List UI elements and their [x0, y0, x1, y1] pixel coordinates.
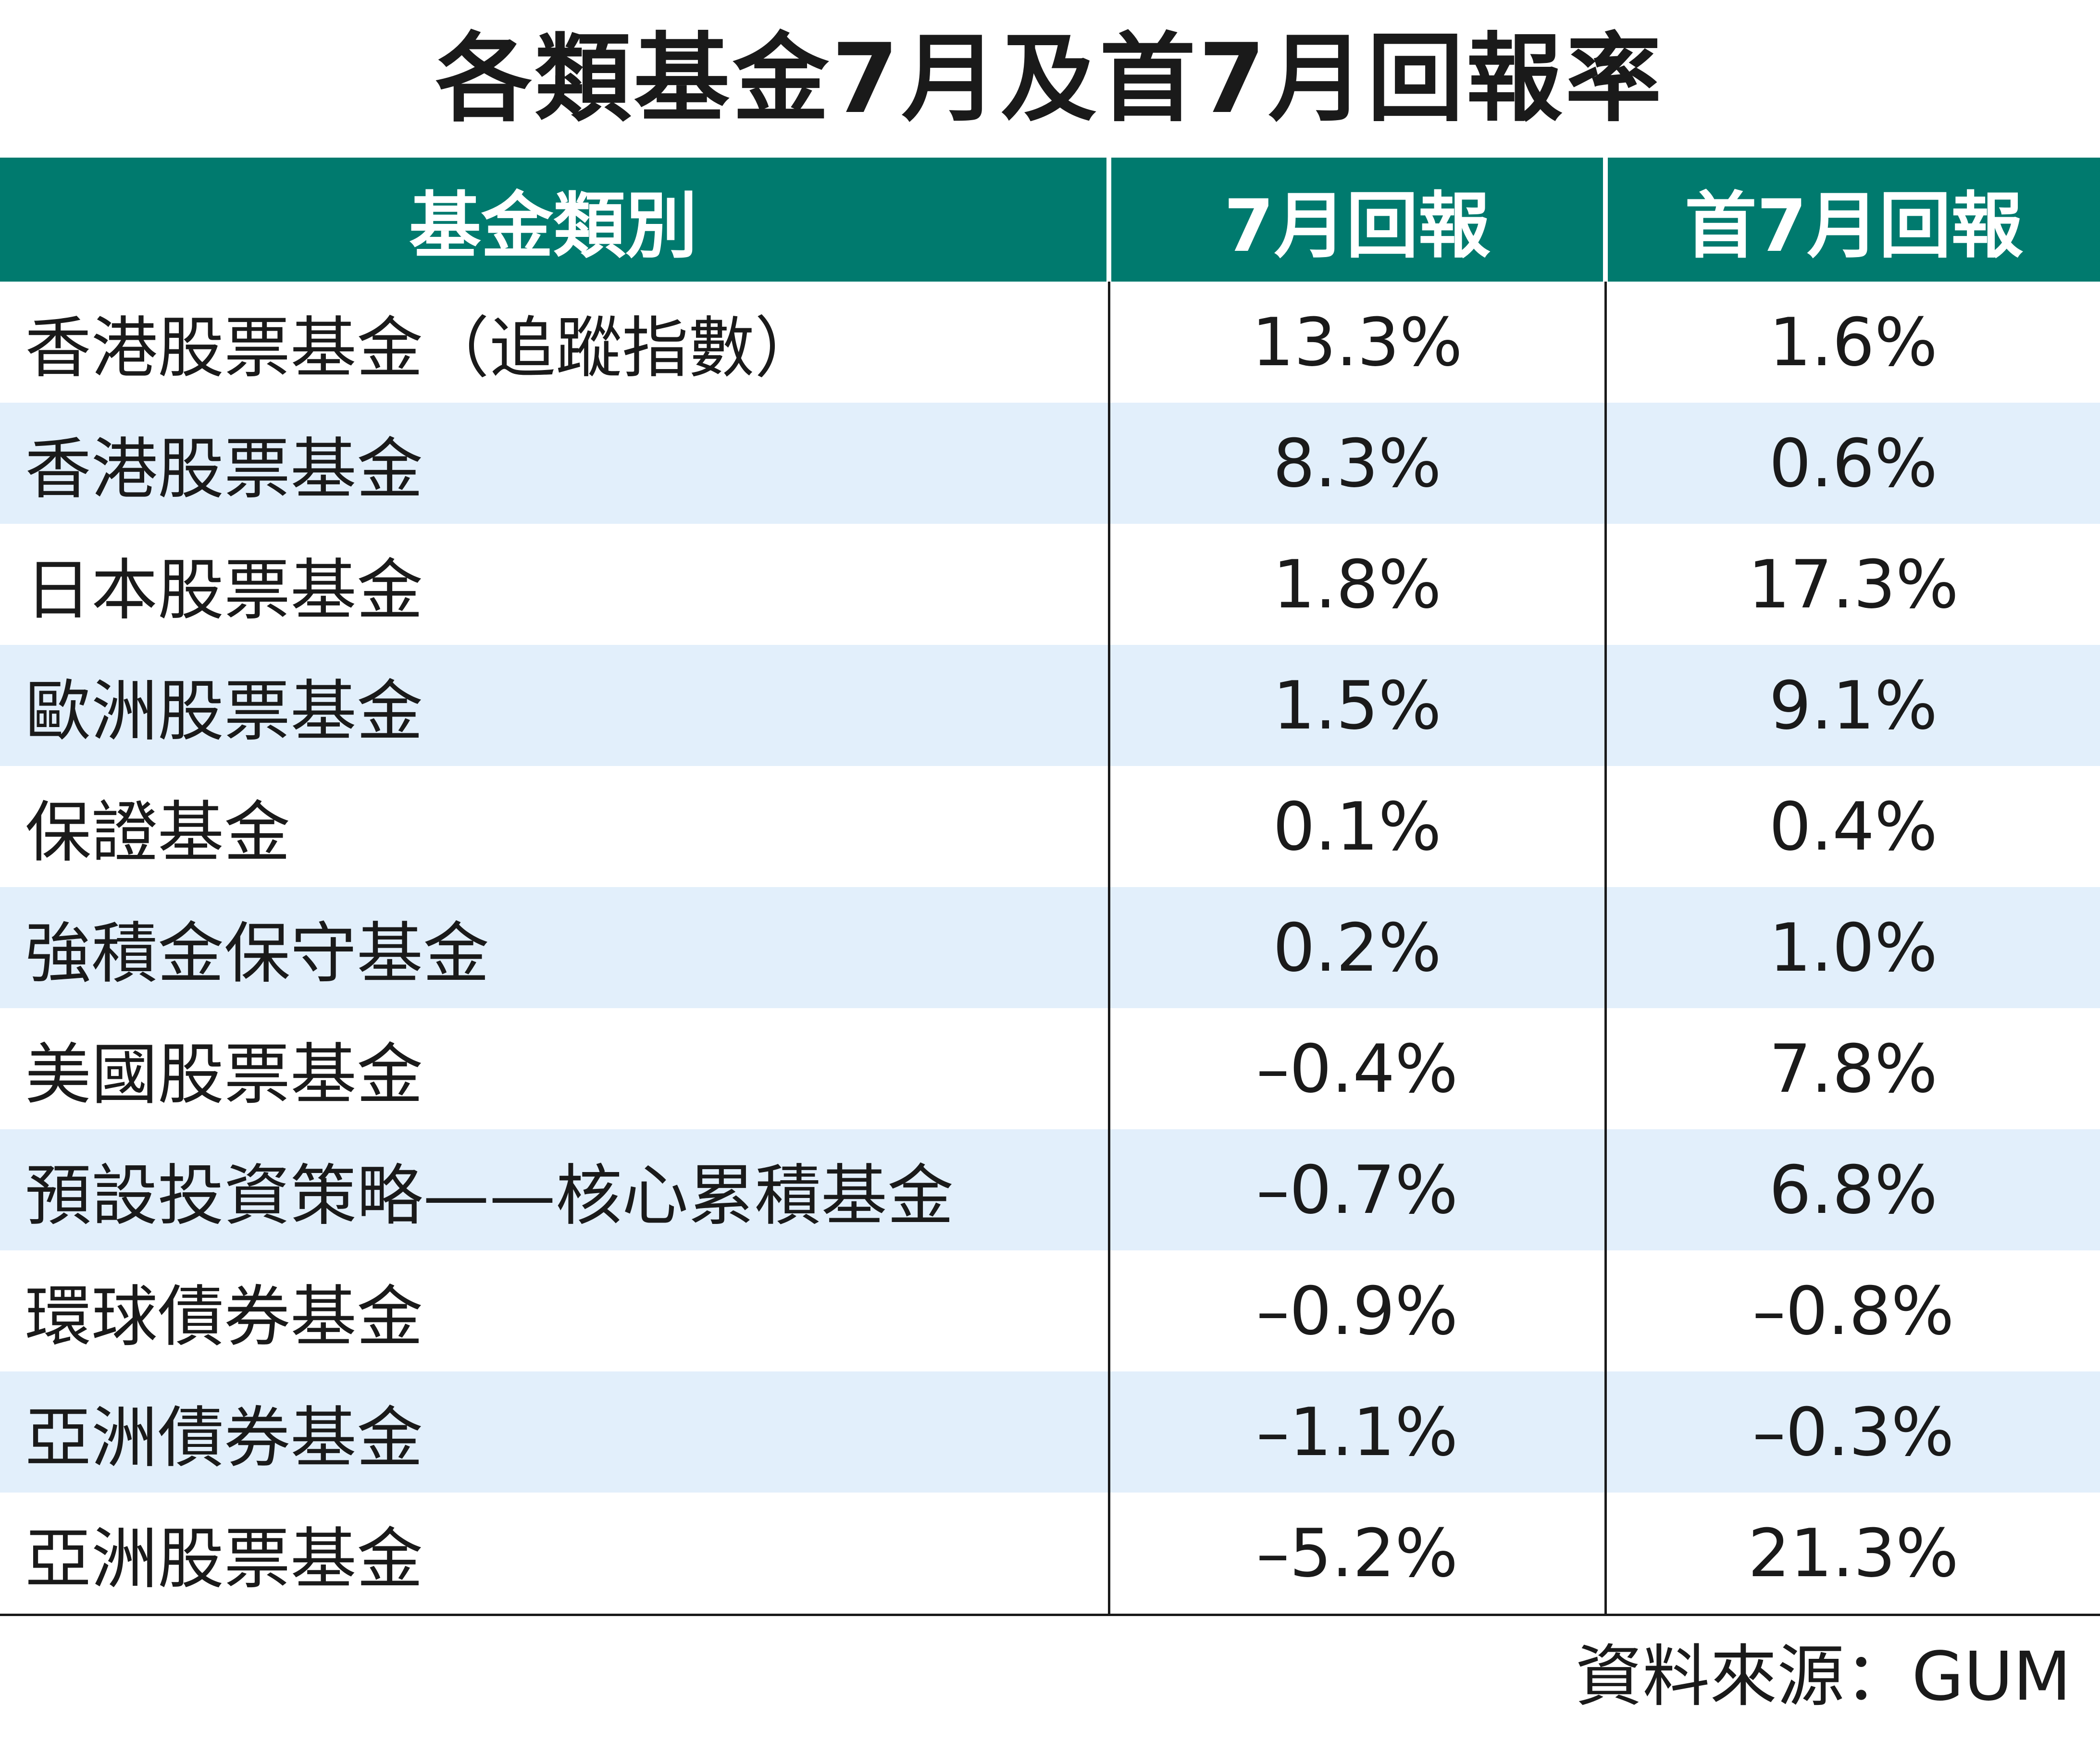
- fund-name-cell: 日本股票基金: [25, 552, 423, 629]
- july-return-cell: 0.1%: [1107, 766, 1605, 887]
- ytd-return-cell: 17.3%: [1604, 524, 2100, 645]
- table-header: 基金類別 7月回報 首7月回報: [0, 158, 2100, 282]
- table-row: 環球債券基金 –0.9% –0.8%: [0, 1250, 2100, 1371]
- july-return-cell: –5.2%: [1107, 1493, 1605, 1616]
- table-row: 預設投資策略——核心累積基金 –0.7% 6.8%: [0, 1129, 2100, 1250]
- july-return-cell: –0.7%: [1107, 1129, 1605, 1250]
- fund-name-cell: 預設投資策略——核心累積基金: [25, 1157, 954, 1235]
- ytd-return-cell: 0.4%: [1604, 766, 2100, 887]
- source-note: 資料來源：GUM: [1575, 1638, 2071, 1716]
- july-return-cell: 13.3%: [1107, 282, 1605, 403]
- july-return-cell: 1.5%: [1107, 645, 1605, 766]
- ytd-return-cell: 7.8%: [1604, 1008, 2100, 1129]
- july-return-cell: 8.3%: [1107, 403, 1605, 524]
- fund-name-cell: 保證基金: [25, 794, 291, 871]
- fund-name-cell: 亞洲債券基金: [25, 1399, 423, 1477]
- column-header-fund-category: 基金類別: [0, 158, 1109, 282]
- table-row: 強積金保守基金 0.2% 1.0%: [0, 887, 2100, 1008]
- ytd-return-cell: 21.3%: [1604, 1493, 2100, 1616]
- table-row: 香港股票基金 8.3% 0.6%: [0, 403, 2100, 524]
- column-header-july-return: 7月回報: [1106, 158, 1605, 282]
- table-body: 香港股票基金（追蹤指數） 13.3% 1.6% 香港股票基金 8.3% 0.6% 日本股票基…: [0, 282, 2100, 1616]
- fund-name-cell: 香港股票基金（追蹤指數）: [25, 309, 821, 387]
- header-row: 基金類別 7月回報 首7月回報: [0, 158, 2100, 282]
- table-row: 香港股票基金（追蹤指數） 13.3% 1.6%: [0, 282, 2100, 403]
- table-row: 歐洲股票基金 1.5% 9.1%: [0, 645, 2100, 766]
- table-row: 亞洲債券基金 –1.1% –0.3%: [0, 1371, 2100, 1493]
- ytd-return-cell: –0.8%: [1604, 1250, 2100, 1371]
- chart-title: 各類基金7月及首7月回報率: [435, 23, 1665, 135]
- fund-name-cell: 歐洲股票基金: [25, 673, 423, 750]
- fund-name-cell: 香港股票基金: [25, 431, 423, 508]
- table-row: 美國股票基金 –0.4% 7.8%: [0, 1008, 2100, 1129]
- ytd-return-cell: 1.6%: [1604, 282, 2100, 403]
- table-row: 亞洲股票基金 –5.2% 21.3%: [0, 1493, 2100, 1616]
- july-return-cell: 1.8%: [1107, 524, 1605, 645]
- july-return-cell: –0.9%: [1107, 1250, 1605, 1371]
- july-return-cell: –0.4%: [1107, 1008, 1605, 1129]
- ytd-return-cell: 0.6%: [1604, 403, 2100, 524]
- fund-name-cell: 亞洲股票基金: [0, 1493, 1109, 1616]
- column-header-ytd-return: 首7月回報: [1603, 158, 2100, 282]
- fund-name-cell: 強積金保守基金: [25, 915, 490, 992]
- fund-name-cell: 環球債券基金: [25, 1278, 423, 1356]
- fund-returns-table: 基金類別 7月回報 首7月回報 香港股票基金（追蹤指數） 13.3% 1.6% 香港股…: [0, 158, 2100, 1616]
- ytd-return-cell: –0.3%: [1604, 1371, 2100, 1493]
- july-return-cell: 0.2%: [1107, 887, 1605, 1008]
- ytd-return-cell: 1.0%: [1604, 887, 2100, 1008]
- table-row: 日本股票基金 1.8% 17.3%: [0, 524, 2100, 645]
- fund-name-cell: 美國股票基金: [25, 1036, 423, 1113]
- ytd-return-cell: 6.8%: [1604, 1129, 2100, 1250]
- july-return-cell: –1.1%: [1107, 1371, 1605, 1493]
- ytd-return-cell: 9.1%: [1604, 645, 2100, 766]
- table-row: 保證基金 0.1% 0.4%: [0, 766, 2100, 887]
